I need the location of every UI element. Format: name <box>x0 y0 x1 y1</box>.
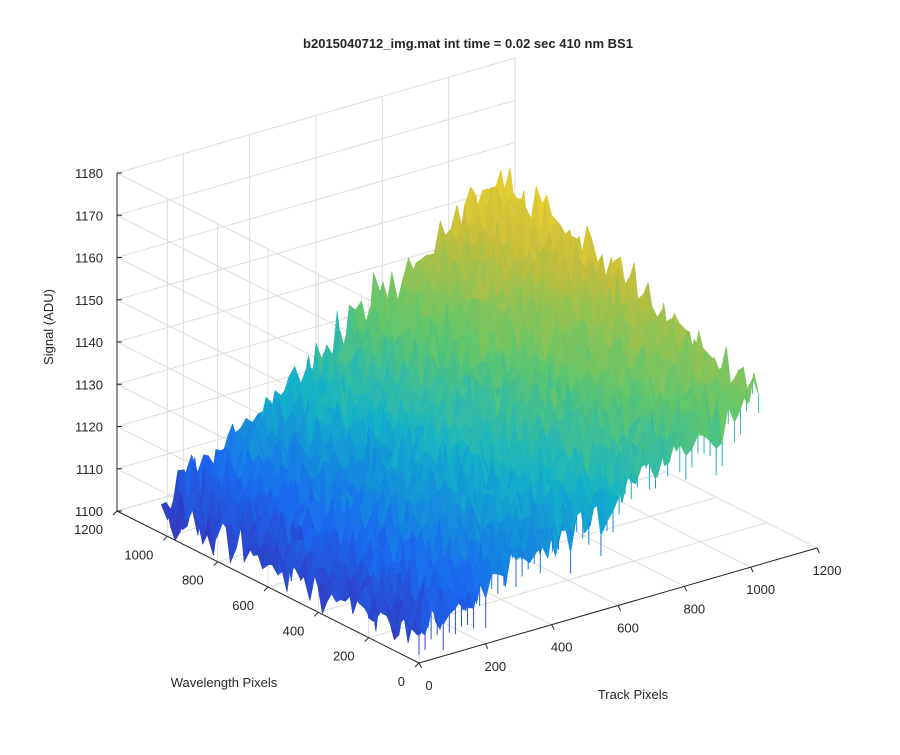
x-tick-mark <box>816 547 820 554</box>
x-tick-label: 600 <box>617 621 639 636</box>
surface <box>160 167 760 655</box>
tick-labels: 0 200 400 600 800 1000 1200 0 200 400 600 800 1000 12… <box>74 166 841 693</box>
side-wall-grid-z <box>116 172 420 326</box>
x-tick-mark <box>551 624 555 630</box>
x-tick-mark <box>617 605 621 611</box>
x-tick-mark <box>683 586 688 592</box>
z-tick-label: 1120 <box>75 420 103 435</box>
z-tick-label: 1140 <box>75 335 103 350</box>
z-tick-label: 1170 <box>75 208 103 223</box>
z-tick-label: 1130 <box>75 377 103 392</box>
z-tick-label: 1180 <box>75 166 103 181</box>
back-wall-grid-z <box>116 57 516 174</box>
y-tick-label: 600 <box>232 598 254 613</box>
x-tick-label: 400 <box>551 640 573 655</box>
back-wall-grid-z <box>116 184 516 301</box>
y-tick-mark <box>112 510 118 516</box>
chart-title: b2015040712_img.mat int time = 0.02 sec … <box>303 36 633 51</box>
x-tick-label: 1000 <box>746 582 775 597</box>
z-tick-label: 1100 <box>75 504 103 519</box>
axes <box>112 172 820 669</box>
x-tick-mark <box>484 643 489 650</box>
back-wall-grid-z <box>116 142 516 258</box>
y-axis-label: Wavelength Pixels <box>171 675 278 690</box>
z-tick-label: 1160 <box>75 251 103 266</box>
y-tick-mark <box>414 662 420 668</box>
y-tick-label: 800 <box>182 573 204 588</box>
x-tick-label: 800 <box>683 601 705 616</box>
x-tick-mark <box>750 566 754 573</box>
x-tick-label: 1200 <box>813 563 842 578</box>
y-tick-label: 1000 <box>124 547 153 562</box>
z-axis-label: Signal (ADU) <box>41 289 56 365</box>
y-tick-mark <box>263 586 269 592</box>
x-tick-label: 200 <box>484 659 506 674</box>
y-tick-mark <box>162 535 168 541</box>
y-tick-mark <box>213 561 219 567</box>
x-tick-mark <box>418 662 422 669</box>
z-tick-label: 1110 <box>76 462 103 477</box>
y-tick-label: 0 <box>398 674 405 689</box>
y-tick-label: 200 <box>333 649 355 664</box>
x-axis-label: Track Pixels <box>598 687 669 702</box>
y-tick-label: 1200 <box>74 522 103 537</box>
x-tick-label: 0 <box>425 678 432 693</box>
y-tick-mark <box>313 611 319 617</box>
z-tick-label: 1150 <box>75 293 103 308</box>
y-tick-label: 400 <box>283 623 305 638</box>
back-wall-grid-z <box>116 99 516 216</box>
y-tick-mark <box>364 637 370 643</box>
surface-patch <box>747 372 759 404</box>
